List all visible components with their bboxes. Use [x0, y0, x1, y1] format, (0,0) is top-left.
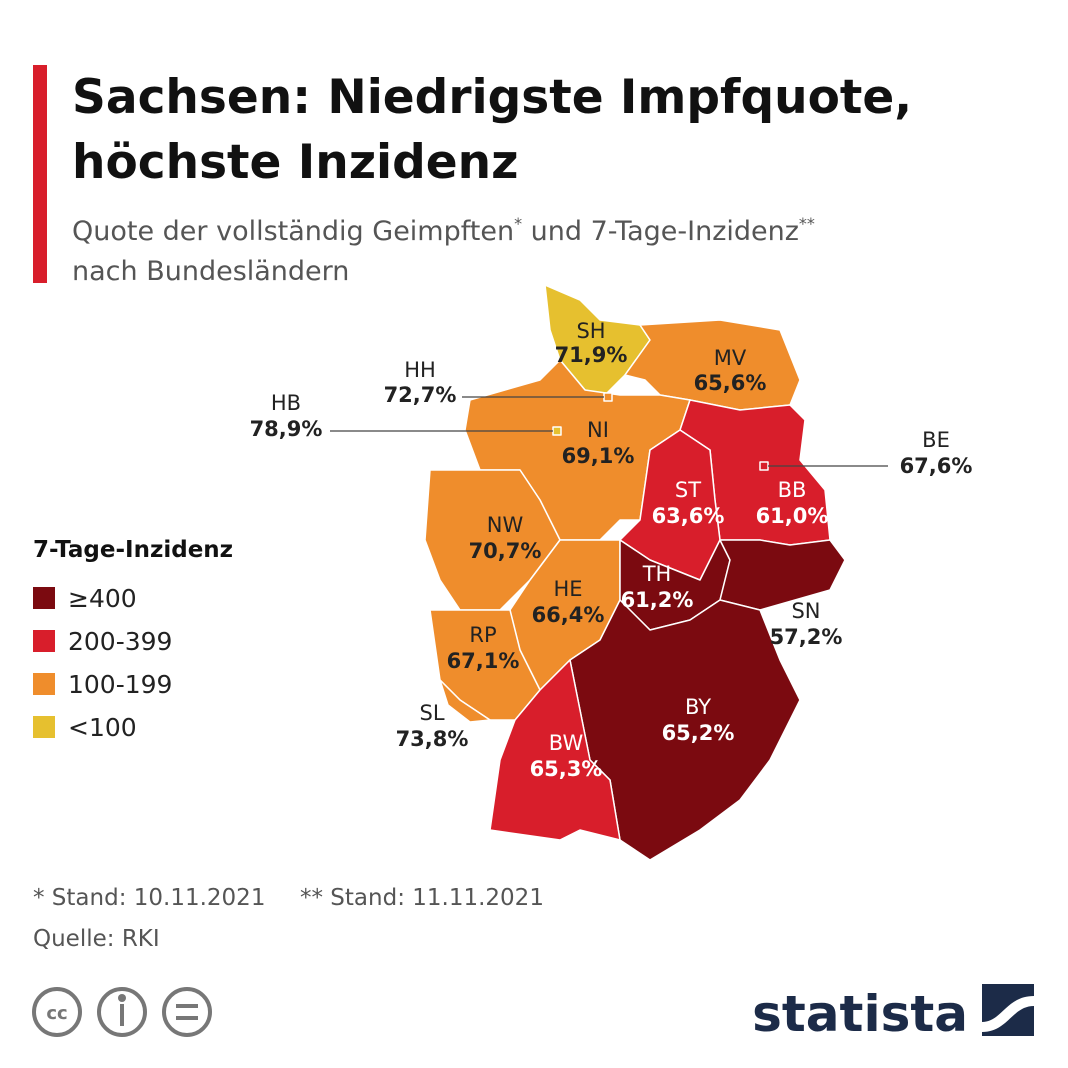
region-code: SL [419, 701, 444, 725]
region-code: BB [778, 478, 807, 502]
subtitle-sup: ** [799, 214, 815, 233]
region-code: ST [675, 478, 701, 502]
region-code: TH [642, 562, 672, 586]
legend-title: 7-Tage-Inzidenz [33, 537, 233, 563]
region-value: 61,2% [621, 588, 694, 612]
region-shape [603, 392, 613, 402]
region-shape [719, 539, 846, 611]
region-shape [552, 426, 562, 436]
subtitle-part: und 7-Tage-Inzidenz [522, 216, 799, 247]
source: Quelle: RKI [33, 926, 160, 952]
map [424, 284, 846, 861]
region-shape [439, 679, 491, 723]
region-code: BW [549, 731, 584, 755]
subtitle: nach Bundesländern [72, 256, 349, 287]
region-code: SN [791, 599, 820, 623]
legend-swatch [33, 587, 55, 609]
icon-dot [118, 994, 126, 1002]
region-code: HH [404, 358, 436, 382]
region-shape [759, 461, 769, 471]
region-code: RP [469, 623, 496, 647]
region-code: NI [587, 418, 609, 442]
legend-label: <100 [68, 713, 137, 742]
region-value: 65,3% [530, 757, 603, 781]
footnote: ** Stand: 11.11.2021 [300, 885, 544, 911]
brand-logo [982, 984, 1034, 1036]
region-value: 72,7% [384, 383, 457, 407]
legend-swatch [33, 716, 55, 738]
region-value: 73,8% [396, 727, 469, 751]
region-value: 70,7% [469, 539, 542, 563]
legend-swatch [33, 673, 55, 695]
legend-label: 100-199 [68, 670, 172, 699]
region-code: NW [487, 513, 524, 537]
region-value: 63,6% [652, 504, 725, 528]
region-code: HB [271, 391, 301, 415]
region-value: 57,2% [770, 625, 843, 649]
region-value: 67,6% [900, 454, 973, 478]
region-code: HE [553, 577, 582, 601]
cc-icon-text: cc [46, 1003, 67, 1024]
region-value: 66,4% [532, 603, 605, 627]
legend-label: 200-399 [68, 627, 172, 656]
region-code: BY [685, 695, 711, 719]
region-code: MV [714, 346, 747, 370]
legend: ≥400 200-399 100-199 <100 [33, 584, 172, 742]
legend-label: ≥400 [68, 584, 137, 613]
accent-bar [33, 65, 47, 283]
legend-swatch [33, 630, 55, 652]
license-icons [32, 987, 212, 1037]
region-value: 69,1% [562, 444, 635, 468]
subtitle-sup: * [514, 214, 522, 233]
region-code: BE [922, 428, 950, 452]
region-value: 65,2% [662, 721, 735, 745]
region-value: 67,1% [447, 649, 520, 673]
region-shape [489, 659, 621, 841]
title: höchste Inzidenz [72, 135, 519, 190]
region-value: 78,9% [250, 417, 323, 441]
footnote: * Stand: 10.11.2021 [33, 885, 265, 911]
title: Sachsen: Niedrigste Impfquote, [72, 70, 912, 125]
region-value: 71,9% [555, 343, 628, 367]
subtitle-part: Quote der vollständig Geimpften [72, 216, 514, 247]
region-code: SH [576, 319, 605, 343]
subtitle: Quote der vollständig Geimpften* und 7-T… [72, 214, 815, 247]
region-value: 65,6% [694, 371, 767, 395]
region-value: 61,0% [756, 504, 829, 528]
brand: statista [752, 985, 968, 1043]
